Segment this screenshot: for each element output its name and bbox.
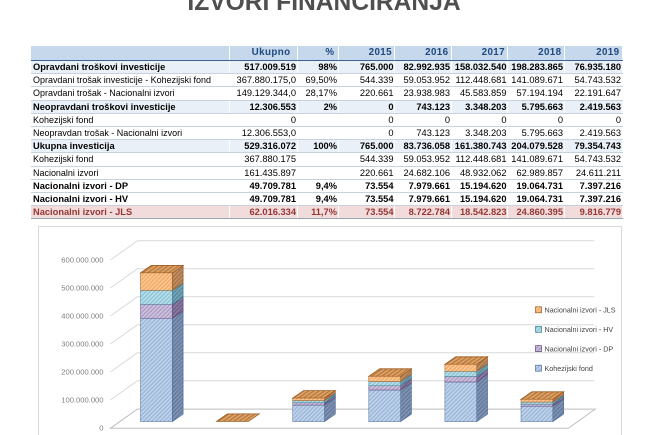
svg-text:Kohezijski fond: Kohezijski fond xyxy=(545,364,593,373)
svg-text:300.000.000: 300.000.000 xyxy=(61,339,103,348)
svg-text:Nacionalni izvori - DP: Nacionalni izvori - DP xyxy=(545,345,614,354)
svg-text:0: 0 xyxy=(99,423,103,432)
svg-text:Nacionalni izvori - JLS: Nacionalni izvori - JLS xyxy=(545,306,616,315)
svg-text:600.000.000: 600.000.000 xyxy=(61,255,103,264)
svg-text:100.000.000: 100.000.000 xyxy=(61,395,103,404)
svg-text:Nacionalni izvori - HV: Nacionalni izvori - HV xyxy=(545,325,614,334)
svg-text:200.000.000: 200.000.000 xyxy=(61,367,103,376)
svg-text:500.000.000: 500.000.000 xyxy=(61,283,103,292)
svg-text:400.000.000: 400.000.000 xyxy=(61,311,103,320)
